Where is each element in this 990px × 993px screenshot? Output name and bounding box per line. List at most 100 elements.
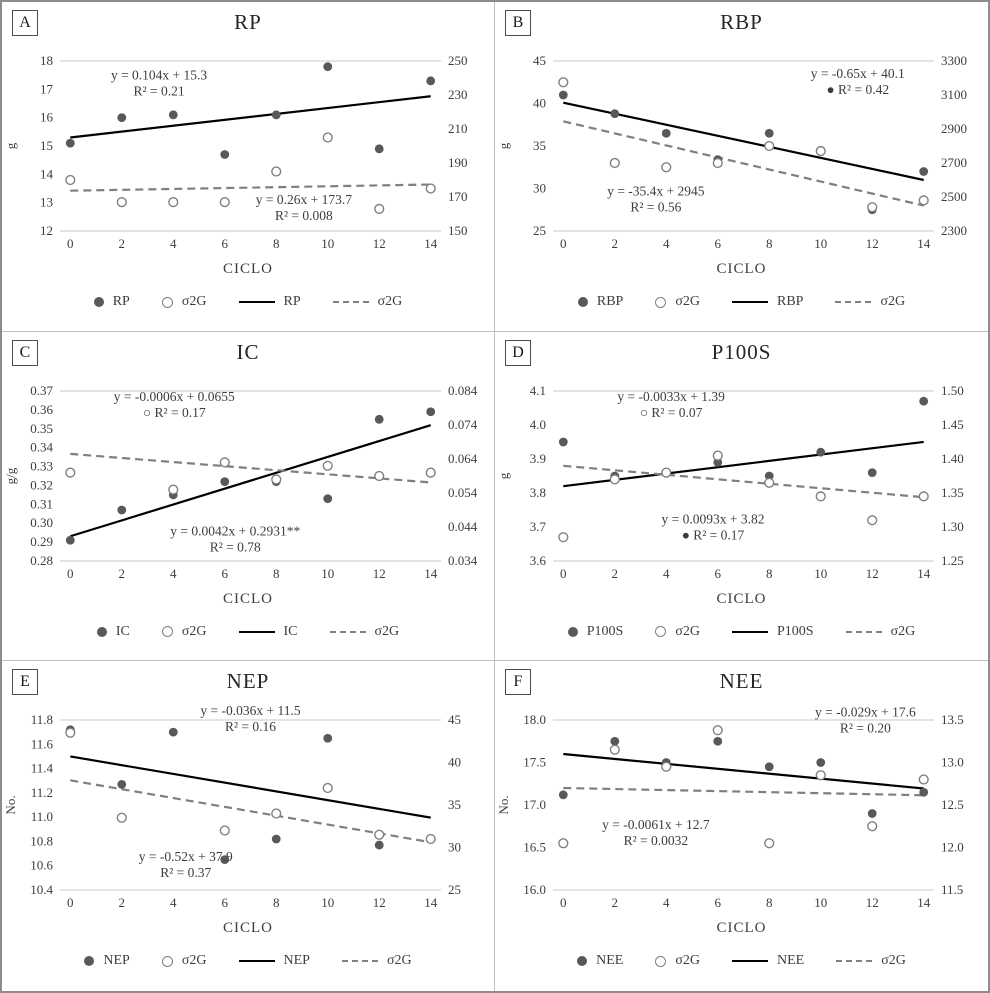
- chart-canvas: 16.0 16.5 17.0 17.5 18.0 11.5 12.0 12.5 13.0 13.5…: [496, 705, 964, 910]
- data-point-filled: [425, 76, 435, 86]
- scatter-filled: [65, 725, 384, 865]
- left-axis-ticks: 16.0 16.5 17.0 17.5 18.0: [523, 712, 546, 897]
- data-point-open: [167, 197, 178, 208]
- tick-label: 25: [448, 882, 461, 897]
- x-axis-ticks: 0 2 4 6 8 10 12 14: [560, 566, 931, 581]
- data-point-filled: [322, 734, 332, 743]
- legend-marker-filled: [577, 297, 588, 307]
- data-point-open: [918, 490, 929, 502]
- data-point-filled: [558, 90, 568, 100]
- annotation-text: y = -0.036x + 11.5: [200, 704, 300, 718]
- y-axis-label: g: [3, 142, 18, 149]
- tick-label: 3.8: [530, 485, 546, 500]
- trendline-solid: [69, 95, 431, 139]
- legend-label: σ2G: [181, 953, 207, 969]
- legend-label: σ2G: [181, 623, 207, 639]
- data-point-filled: [764, 128, 774, 138]
- data-point-open: [764, 838, 775, 849]
- x-axis-ticks: 0 2 4 6 8 10 12 14: [560, 236, 931, 251]
- legend-item: RBP: [577, 294, 623, 310]
- tick-label: 10: [814, 236, 827, 251]
- scatter-open: [64, 456, 436, 495]
- legend-item: IC: [238, 624, 298, 640]
- tick-label: 2500: [941, 189, 967, 204]
- chart-title: NEE: [719, 669, 764, 694]
- tick-label: 17: [40, 81, 54, 96]
- legend-label: σ2G: [675, 294, 700, 309]
- annotation-text: R² = 0.20: [840, 721, 891, 736]
- y-axis-label: g/g: [3, 467, 18, 484]
- chart-title: P100S: [711, 339, 772, 364]
- data-point-open: [609, 744, 620, 756]
- y-axis-label-text: No.: [3, 796, 18, 815]
- tick-label: 35: [448, 797, 461, 812]
- tick-label: 10: [814, 566, 827, 581]
- data-point-open: [609, 157, 620, 169]
- trendline-solid: [69, 423, 431, 537]
- tick-label: 4: [170, 566, 177, 581]
- data-point-open: [373, 829, 384, 841]
- data-point-open: [661, 467, 672, 478]
- tick-label: 10: [321, 895, 334, 910]
- data-point-open: [815, 145, 826, 157]
- trendline-dashed: [69, 779, 431, 844]
- scatter-filled: [65, 62, 435, 159]
- scatter-open: [64, 132, 436, 215]
- tick-label: 2: [118, 895, 125, 910]
- tick-label: 210: [448, 121, 468, 136]
- tick-label: 14: [424, 566, 438, 581]
- data-point-open: [219, 197, 230, 208]
- legend-marker-open: [655, 626, 667, 638]
- annotation-text: R² = 0.21: [133, 84, 184, 99]
- tick-label: 14: [40, 166, 54, 181]
- data-point-open: [867, 821, 878, 832]
- y-axis-label: g: [496, 472, 511, 479]
- annotation-text: y = -0.65x + 40.1: [811, 66, 905, 81]
- tick-label: 0: [67, 895, 74, 910]
- data-point-open: [64, 174, 75, 186]
- tick-label: 1.40: [941, 451, 964, 466]
- data-point-filled: [374, 414, 384, 424]
- tick-label: 10: [321, 236, 334, 251]
- panel-F: F NEE 16.0 16.5 17.0 17.5 18.0 11.5 12.0 12.5 13.0…: [495, 661, 988, 991]
- x-axis-label: CICLO: [716, 920, 767, 937]
- tick-label: 0: [560, 895, 567, 910]
- annotation-text: y = -0.029x + 17.6: [815, 705, 916, 720]
- tick-label: 1.35: [941, 485, 964, 500]
- data-point-open: [322, 783, 333, 794]
- trendline-solid: [563, 101, 924, 182]
- tick-label: 45: [533, 53, 546, 68]
- tick-label: 16.0: [523, 882, 546, 897]
- left-axis-ticks: 10.4 10.6 10.8 11.0 11.2 11.4 11.6 11.8: [30, 712, 53, 897]
- tick-label: 0.37: [30, 383, 53, 398]
- left-axis-ticks: 0.28 0.29 0.30 0.31 0.32 0.33 0.34 0.35 0.36 0.37: [30, 383, 53, 568]
- annotation-text: y = 0.0042x + 0.2931**: [170, 523, 300, 538]
- tick-label: 3300: [941, 53, 967, 68]
- y-axis-label-text: g: [496, 472, 511, 479]
- data-point-open: [815, 490, 826, 502]
- equation-annotations: y = -0.0006x + 0.0655○ R² = 0.17 y = 0.00…: [113, 389, 300, 554]
- legend-label: IC: [115, 623, 130, 639]
- legend-item: NEE: [577, 953, 623, 969]
- tick-label: 12: [866, 236, 879, 251]
- legend-label: σ2G: [675, 623, 700, 639]
- legend-marker-open: [161, 955, 173, 967]
- annotation-text: R² = 0.78: [209, 539, 260, 554]
- left-axis-ticks: 12 13 14 15 16 17 18: [40, 53, 54, 238]
- data-point-open: [219, 825, 230, 836]
- legend-item: NEE: [732, 953, 804, 969]
- right-axis-ticks: 0.034 0.044 0.054 0.064 0.074 0.084: [448, 383, 478, 568]
- data-point-open: [64, 467, 75, 478]
- tick-label: 4: [170, 895, 177, 910]
- chart-legend: NEP σ2G NEP σ2G: [84, 953, 412, 969]
- tick-label: 0.31: [30, 496, 53, 511]
- data-point-open: [558, 77, 569, 88]
- annotation-text: y = 0.26x + 173.7: [255, 192, 351, 207]
- right-axis-ticks: 25 30 35 40 45: [448, 712, 461, 897]
- tick-label: 11.4: [30, 761, 53, 776]
- legend-item: RP: [93, 294, 130, 310]
- legend-item: σ2G: [836, 953, 906, 969]
- legend-marker-filled: [93, 297, 104, 307]
- data-point-filled: [425, 407, 435, 416]
- tick-label: 18.0: [523, 712, 546, 727]
